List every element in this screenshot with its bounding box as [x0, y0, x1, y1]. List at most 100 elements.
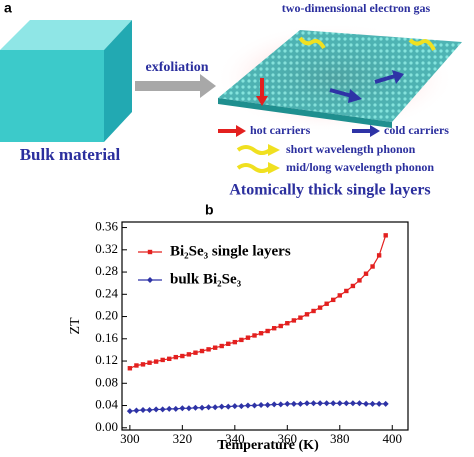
data-point	[225, 403, 232, 410]
material-label: Bulk material	[20, 145, 121, 164]
data-point	[336, 400, 343, 407]
data-point	[349, 400, 356, 407]
data-point	[370, 264, 375, 269]
result-label: Atomically thick single layers	[229, 182, 430, 199]
y-tick-label: 0.20	[95, 308, 118, 323]
y-axis-label: ZT	[68, 317, 83, 335]
y-tick-label: 0.08	[95, 374, 118, 389]
legend-label: bulk Bi₂Se₃	[170, 271, 242, 287]
data-point	[298, 315, 303, 320]
data-point	[153, 406, 160, 413]
process-label: exfoliation	[146, 60, 209, 75]
data-point	[356, 400, 363, 407]
data-point	[344, 288, 349, 294]
legend-label: short wavelength phonon	[286, 142, 416, 156]
data-point	[140, 362, 146, 367]
legend-label: cold carriers	[384, 123, 449, 137]
x-tick-label: 360	[278, 431, 298, 446]
data-point	[134, 363, 139, 368]
data-point	[277, 401, 284, 408]
y-tick-label: 0.12	[95, 352, 118, 367]
process-arrow	[135, 74, 216, 98]
legend-label: mid/long wavelength phonon	[286, 160, 434, 174]
data-point	[239, 337, 244, 343]
data-point	[153, 359, 159, 364]
data-point	[258, 331, 264, 336]
data-point	[271, 401, 278, 408]
data-point	[291, 318, 297, 323]
data-point	[337, 293, 342, 298]
data-point	[323, 400, 330, 407]
data-point	[303, 400, 310, 407]
single-layer-sheet	[218, 30, 462, 122]
legend-label: Bi₂Se₃ single layers	[170, 243, 291, 259]
y-tick-label: 0.16	[95, 330, 118, 345]
data-point	[284, 400, 291, 407]
data-point	[343, 400, 350, 407]
data-point	[252, 333, 257, 338]
data-point	[363, 400, 370, 407]
plot-frame	[121, 221, 409, 431]
y-tick-label: 0.32	[95, 241, 118, 256]
data-point	[139, 406, 146, 413]
data-point	[199, 348, 205, 354]
data-point	[264, 401, 271, 408]
x-tick-label: 300	[120, 431, 140, 446]
data-point	[357, 278, 362, 283]
data-point	[147, 360, 152, 365]
data-point	[376, 253, 382, 258]
data-point	[133, 407, 140, 414]
data-point	[363, 271, 369, 276]
data-point	[285, 321, 290, 326]
data-point	[160, 357, 165, 363]
data-point	[310, 400, 317, 407]
data-point	[127, 366, 133, 371]
data-point	[172, 405, 179, 412]
data-point	[265, 328, 270, 334]
data-point	[193, 350, 198, 355]
data-point	[244, 402, 251, 409]
data-point	[159, 406, 166, 413]
y-tick-label: 0.28	[95, 263, 118, 278]
data-point	[245, 335, 251, 340]
data-point	[219, 343, 224, 349]
sheet-arrows	[256, 36, 436, 106]
y-tick-label: 0.04	[95, 397, 118, 412]
data-point	[192, 404, 199, 411]
data-point	[330, 400, 337, 407]
data-point	[382, 400, 389, 407]
data-point	[146, 406, 153, 413]
data-point	[206, 347, 211, 352]
data-point	[179, 405, 186, 412]
x-tick-label: 380	[330, 431, 350, 446]
data-point	[147, 249, 153, 255]
panel-label: b	[205, 202, 214, 218]
data-point	[278, 323, 283, 329]
data-point	[167, 356, 172, 362]
legend-a	[218, 125, 380, 174]
sheet-edge	[218, 98, 392, 128]
data-point	[376, 400, 383, 407]
data-point	[290, 400, 297, 407]
data-point	[226, 341, 231, 346]
panel-label: a	[4, 0, 12, 16]
data-point	[317, 400, 324, 407]
data-point	[180, 353, 185, 359]
x-tick-label: 340	[225, 431, 245, 446]
data-point	[205, 404, 212, 411]
y-tick-label: 0.00	[95, 419, 118, 434]
data-point	[324, 301, 329, 306]
x-tick-label: 320	[173, 431, 193, 446]
data-point	[212, 404, 219, 411]
data-point	[126, 408, 133, 415]
y-tick-label: 0.24	[95, 285, 118, 300]
x-axis-label: Temperature (K)	[217, 438, 319, 453]
y-tick-label: 0.36	[95, 219, 118, 234]
data-point	[297, 400, 304, 407]
data-point	[186, 352, 192, 357]
data-point	[258, 401, 265, 408]
data-point	[231, 403, 238, 410]
data-point	[212, 345, 218, 350]
